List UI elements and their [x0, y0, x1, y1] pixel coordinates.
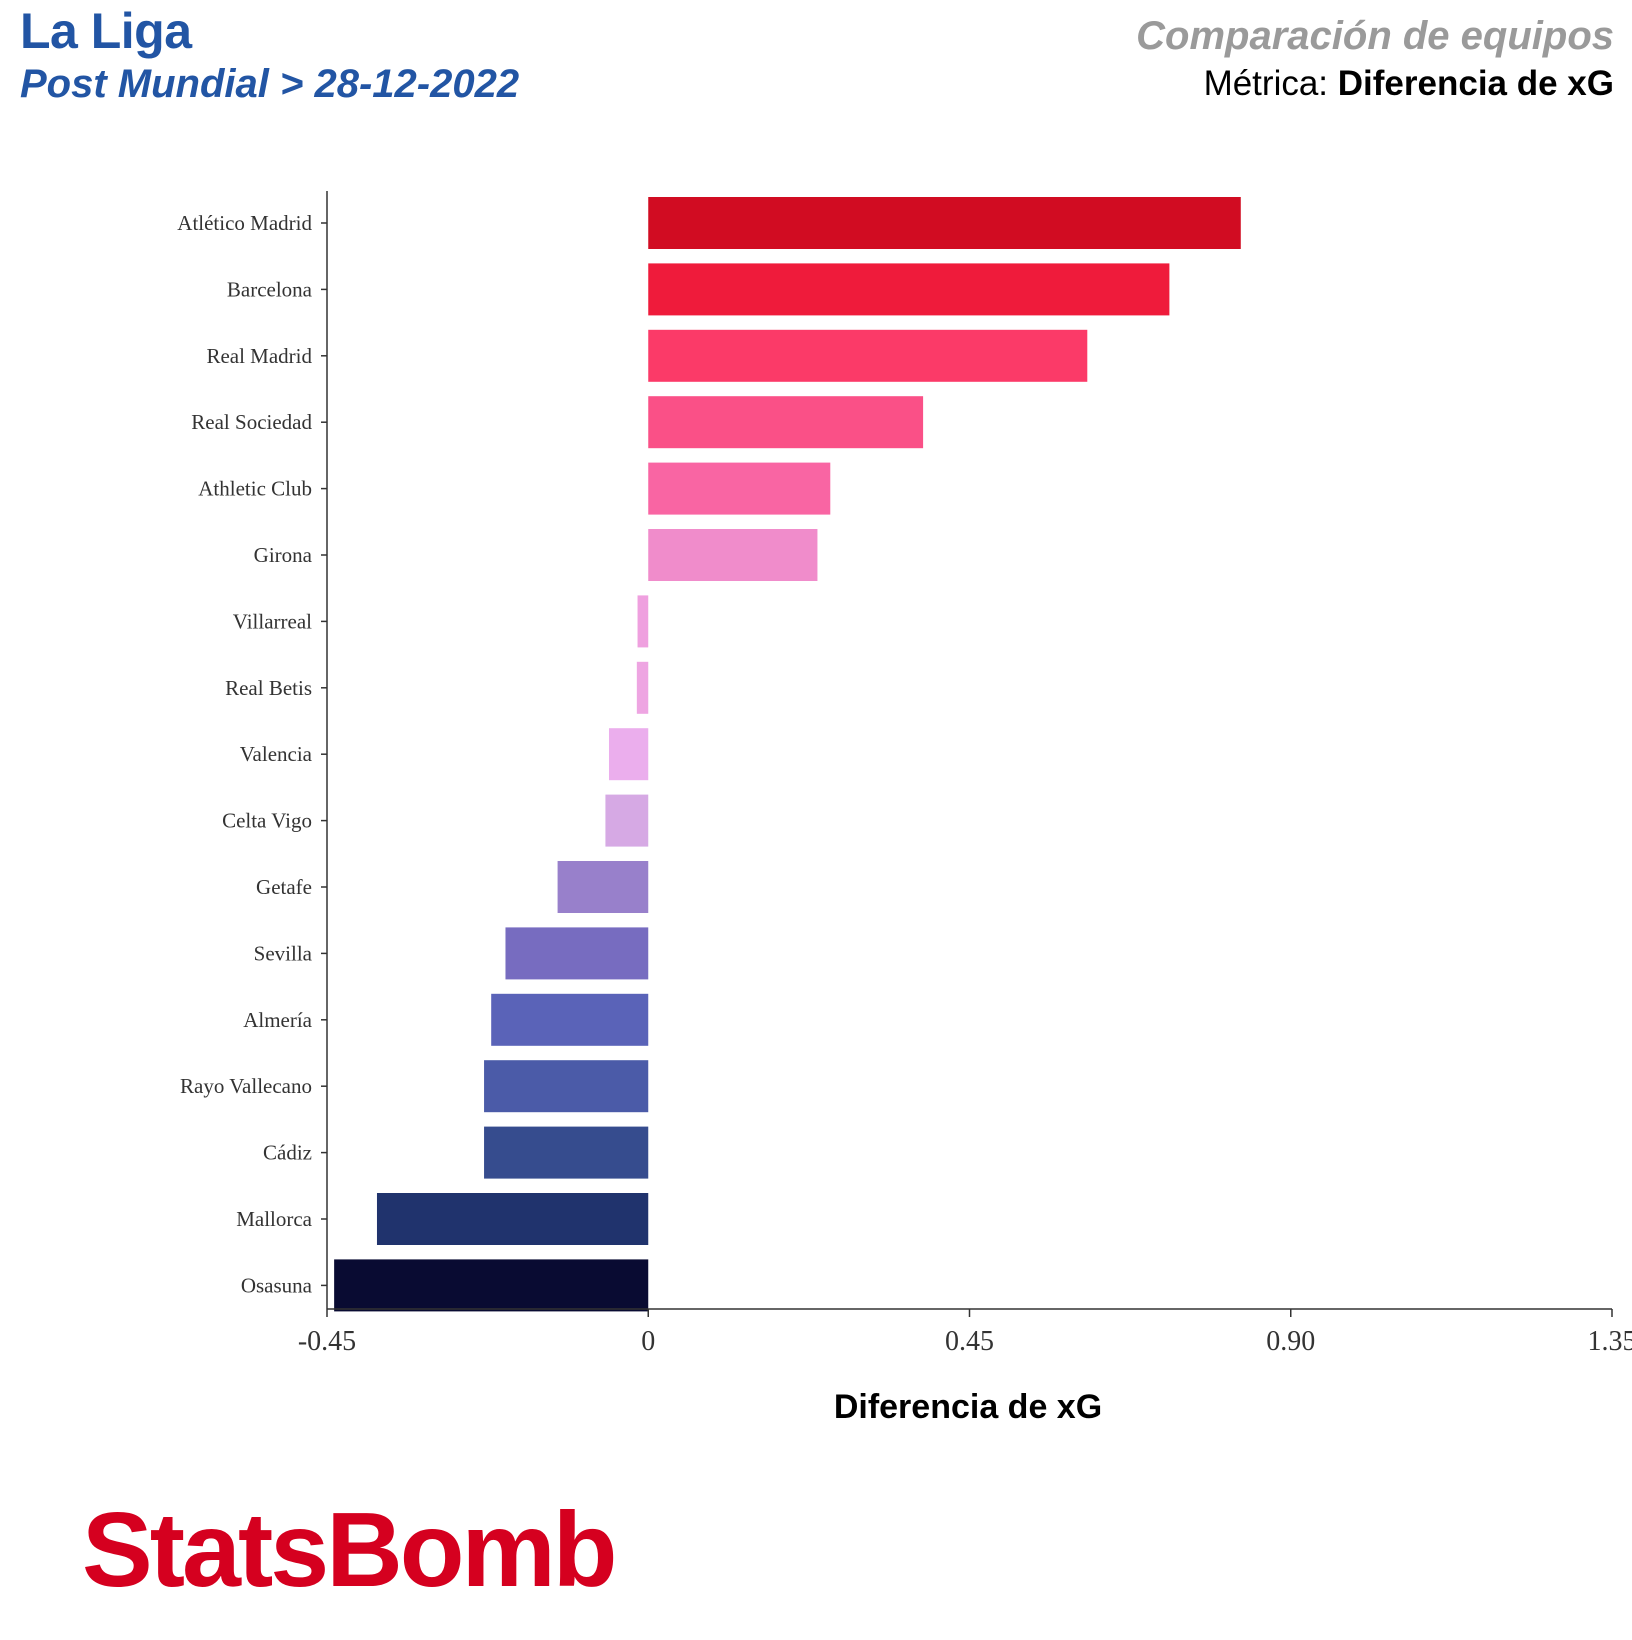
x-axis-ticks: -0.45 0 0.45 0.90 1.35 — [298, 1309, 1632, 1357]
y-axis-labels: Atlético Madrid Barcelona Real Madrid Real … — [177, 211, 327, 1297]
bar — [608, 728, 649, 781]
bar — [648, 396, 924, 449]
y-tick-label: Real Madrid — [206, 344, 312, 368]
x-axis-title: Diferencia de xG — [834, 1388, 1102, 1426]
chart-title: La Liga — [20, 3, 192, 59]
metric-prefix: Métrica: — [1203, 64, 1338, 103]
bar — [648, 462, 831, 515]
x-tick-label: -0.45 — [298, 1326, 356, 1357]
bars-layer — [334, 197, 1241, 1312]
bar — [648, 197, 1241, 249]
metric-value: Diferencia de xG — [1337, 64, 1614, 103]
metric-line: Métrica: Diferencia de xG — [1204, 64, 1614, 104]
y-tick-label: Sevilla — [254, 941, 313, 965]
y-tick-label: Villarreal — [233, 609, 312, 633]
y-tick-label: Atlético Madrid — [177, 211, 312, 235]
y-tick-label: Athletic Club — [198, 477, 312, 501]
x-tick-label: 0.45 — [945, 1326, 994, 1357]
bar — [505, 927, 649, 980]
bar-chart: Atlético Madrid Barcelona Real Madrid Real … — [177, 191, 1632, 1426]
y-tick-label: Girona — [254, 543, 313, 567]
y-tick-label: Barcelona — [227, 277, 313, 301]
bar — [636, 661, 649, 714]
x-tick-label: 1.35 — [1588, 1326, 1632, 1357]
y-tick-label: Almería — [243, 1008, 312, 1032]
y-tick-label: Valencia — [240, 742, 313, 766]
comparison-heading: Comparación de equipos — [1136, 14, 1614, 58]
x-tick-label: 0.90 — [1266, 1326, 1315, 1357]
x-tick-label: 0 — [641, 1326, 655, 1357]
y-tick-label: Real Sociedad — [191, 410, 312, 434]
bar — [334, 1259, 649, 1312]
y-tick-label: Getafe — [256, 875, 312, 899]
bar — [605, 794, 649, 847]
y-tick-label: Rayo Vallecano — [180, 1074, 312, 1098]
y-tick-label: Celta Vigo — [222, 809, 312, 833]
bar — [484, 1060, 649, 1113]
bar — [376, 1193, 649, 1245]
bar — [484, 1126, 649, 1179]
y-tick-label: Mallorca — [236, 1207, 312, 1231]
chart-subtitle: Post Mundial > 28-12-2022 — [20, 62, 520, 106]
y-tick-label: Real Betis — [225, 676, 312, 700]
bar — [491, 993, 649, 1046]
y-tick-label: Cádiz — [263, 1141, 312, 1165]
bar — [648, 329, 1088, 382]
y-tick-label: Osasuna — [241, 1273, 313, 1297]
statsbomb-logo: StatsBomb — [82, 1491, 618, 1609]
bar — [557, 861, 649, 913]
bar — [637, 595, 649, 648]
bar — [648, 529, 818, 581]
bar — [648, 263, 1170, 316]
